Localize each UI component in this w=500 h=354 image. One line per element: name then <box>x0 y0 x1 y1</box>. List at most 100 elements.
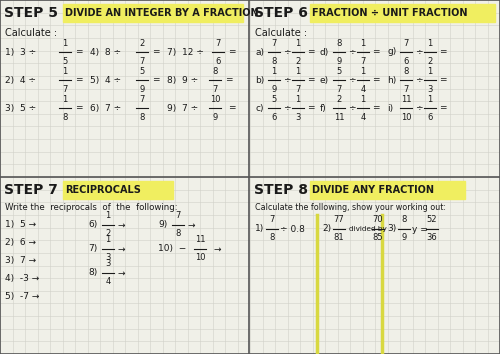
Text: 8: 8 <box>62 113 68 121</box>
Text: ÷: ÷ <box>415 47 422 57</box>
Text: 7: 7 <box>336 85 342 93</box>
Text: ÷: ÷ <box>348 75 356 85</box>
Text: i): i) <box>387 103 393 113</box>
Text: =: = <box>439 75 446 85</box>
Text: 1: 1 <box>296 67 300 75</box>
Text: =: = <box>228 103 235 113</box>
Text: 1: 1 <box>272 67 276 75</box>
Text: 5: 5 <box>62 57 68 65</box>
Text: 10: 10 <box>195 253 205 263</box>
Text: =: = <box>372 75 380 85</box>
Text: 6: 6 <box>404 57 408 65</box>
Text: 4)  8 ÷: 4) 8 ÷ <box>90 47 121 57</box>
Text: 2: 2 <box>336 95 342 103</box>
Text: =: = <box>152 75 160 85</box>
Text: ÷: ÷ <box>415 75 422 85</box>
Text: =: = <box>439 47 446 57</box>
Text: 5)  4 ÷: 5) 4 ÷ <box>90 75 121 85</box>
Text: 85: 85 <box>372 234 384 242</box>
Text: 10: 10 <box>210 95 220 103</box>
Text: d): d) <box>320 47 329 57</box>
Text: ÷: ÷ <box>348 47 356 57</box>
Text: 3)  5 ÷: 3) 5 ÷ <box>5 103 36 113</box>
Text: 4: 4 <box>360 85 366 93</box>
Text: 6): 6) <box>88 221 97 229</box>
Text: →: → <box>118 245 126 253</box>
Text: 8: 8 <box>272 57 276 65</box>
Text: 8: 8 <box>140 113 144 121</box>
Text: 9)  7 ÷: 9) 7 ÷ <box>167 103 198 113</box>
Text: →: → <box>118 221 126 229</box>
Text: Calculate :: Calculate : <box>255 28 307 38</box>
Text: 1: 1 <box>62 39 68 47</box>
Text: =: = <box>307 75 314 85</box>
Text: 4)  -3 →: 4) -3 → <box>5 274 39 284</box>
Text: 7: 7 <box>176 211 180 221</box>
Text: =: = <box>228 47 235 57</box>
Text: 8: 8 <box>402 216 406 224</box>
Text: c): c) <box>255 103 264 113</box>
Text: 5)  -7 →: 5) -7 → <box>5 292 40 302</box>
Text: 7: 7 <box>272 39 276 47</box>
Text: =: = <box>307 103 314 113</box>
Text: 7: 7 <box>62 85 68 93</box>
Text: y =: y = <box>412 224 428 234</box>
Text: ÷: ÷ <box>283 103 290 113</box>
Text: 2): 2) <box>322 224 331 234</box>
Text: STEP 6: STEP 6 <box>254 6 308 20</box>
Text: 5: 5 <box>140 67 144 75</box>
Text: f): f) <box>320 103 327 113</box>
Text: 1: 1 <box>360 95 366 103</box>
Text: 7: 7 <box>360 57 366 65</box>
Text: →: → <box>118 268 126 278</box>
Text: 8: 8 <box>212 67 218 75</box>
Text: STEP 8: STEP 8 <box>254 183 308 197</box>
Text: 1)  5 →: 1) 5 → <box>5 221 36 229</box>
Text: 7: 7 <box>212 85 218 93</box>
Text: 4: 4 <box>106 278 110 286</box>
Text: 5: 5 <box>336 67 342 75</box>
Text: 9: 9 <box>140 85 144 93</box>
Text: 3: 3 <box>428 85 432 93</box>
Text: ÷ 0.8: ÷ 0.8 <box>280 224 305 234</box>
Text: 9: 9 <box>336 57 342 65</box>
Bar <box>63 4 243 22</box>
Text: 77: 77 <box>334 216 344 224</box>
Text: 7: 7 <box>404 85 408 93</box>
Text: 70: 70 <box>372 216 384 224</box>
Text: 7: 7 <box>140 57 144 65</box>
Text: DIVIDE AN INTEGER BY A FRACTION: DIVIDE AN INTEGER BY A FRACTION <box>65 8 258 18</box>
Text: 1)  3 ÷: 1) 3 ÷ <box>5 47 36 57</box>
Bar <box>63 181 173 199</box>
Text: 1: 1 <box>296 95 300 103</box>
Text: 9): 9) <box>158 221 167 229</box>
Text: b): b) <box>255 75 264 85</box>
Text: 3: 3 <box>106 259 110 268</box>
Text: STEP 7: STEP 7 <box>4 183 58 197</box>
Text: Calculate :: Calculate : <box>5 28 57 38</box>
Text: 1): 1) <box>255 224 264 234</box>
Text: Write the  reciprocals  of  the  following:: Write the reciprocals of the following: <box>5 202 178 211</box>
Text: 2)  4 ÷: 2) 4 ÷ <box>5 75 36 85</box>
Text: 2)  6 →: 2) 6 → <box>5 239 36 247</box>
Text: STEP 5: STEP 5 <box>4 6 58 20</box>
Text: Calculate the following, show your working out:: Calculate the following, show your worki… <box>255 202 446 211</box>
Text: 9: 9 <box>402 234 406 242</box>
Text: 1: 1 <box>360 67 366 75</box>
Text: =: = <box>75 103 82 113</box>
Text: DIVIDE ANY FRACTION: DIVIDE ANY FRACTION <box>312 185 434 195</box>
Text: =: = <box>152 47 160 57</box>
Text: 36: 36 <box>426 234 438 242</box>
Text: 81: 81 <box>334 234 344 242</box>
Text: 11: 11 <box>334 113 344 121</box>
Text: 3: 3 <box>296 113 300 121</box>
Text: 6)  7 ÷: 6) 7 ÷ <box>90 103 121 113</box>
Text: 7: 7 <box>216 39 220 47</box>
Text: h): h) <box>387 75 396 85</box>
Text: 1: 1 <box>360 39 366 47</box>
Text: a): a) <box>255 47 264 57</box>
Text: 2: 2 <box>106 229 110 239</box>
Text: ÷: ÷ <box>283 47 290 57</box>
Text: 2: 2 <box>428 57 432 65</box>
Text: =: = <box>75 47 82 57</box>
